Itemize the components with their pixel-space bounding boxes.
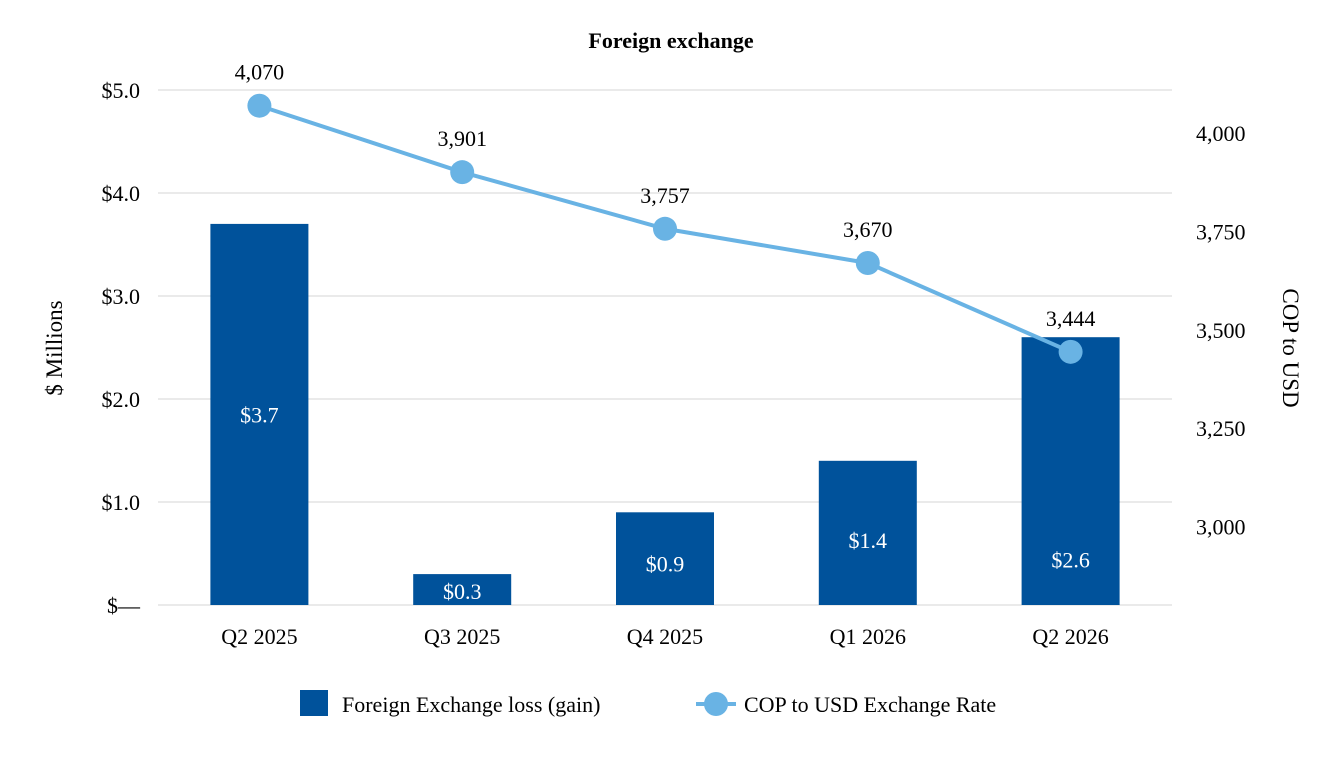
- legend-line-marker: [704, 692, 728, 716]
- right-axis-title: COP to USD: [1278, 288, 1303, 407]
- bar: [616, 512, 714, 605]
- right-tick-label: 3,250: [1196, 416, 1246, 441]
- x-tick-label: Q1 2026: [830, 624, 906, 649]
- gridlines: [158, 89, 1172, 606]
- bar-data-label: $2.6: [1051, 547, 1090, 572]
- chart-title: Foreign exchange: [588, 28, 753, 53]
- left-tick-label: $1.0: [102, 490, 141, 515]
- left-tick-label: $3.0: [102, 284, 141, 309]
- left-tick-label: $4.0: [102, 181, 141, 206]
- bar: [818, 460, 917, 605]
- left-tick-label: $5.0: [102, 78, 141, 103]
- exchange-rate-data-label: 3,901: [437, 126, 487, 151]
- bar-data-label: $1.4: [849, 528, 888, 553]
- exchange-rate-point: [450, 160, 475, 185]
- left-tick-label: $2.0: [102, 387, 141, 412]
- right-tick-label: 3,000: [1196, 514, 1246, 539]
- left-tick-label: $—: [107, 593, 141, 618]
- bar-data-label: $0.3: [443, 579, 482, 604]
- x-tick-label: Q2 2026: [1032, 624, 1108, 649]
- axes: $— $1.0 $2.0 $3.0 $4.0 $5.0 3,000 3,250 3,500 3,7…: [102, 78, 1246, 649]
- bar-series: $3.7 $0.3 $0.9 $1.4 $2.6: [210, 223, 1120, 605]
- bar: [210, 223, 309, 605]
- bar-data-label: $3.7: [240, 402, 279, 427]
- bar-data-label: $0.9: [646, 551, 685, 576]
- bar: [1021, 337, 1120, 605]
- exchange-rate-data-label: 4,070: [235, 60, 285, 85]
- exchange-rate-point: [653, 216, 677, 241]
- legend-bar-label: Foreign Exchange loss (gain): [342, 692, 600, 717]
- right-tick-label: 3,750: [1196, 220, 1246, 245]
- exchange-rate-point: [1058, 339, 1083, 364]
- legend-bar-swatch: [300, 690, 328, 716]
- exchange-rate-data-label: 3,757: [640, 183, 690, 208]
- exchange-rate-point: [247, 93, 272, 118]
- line-series: 4,070 3,901 3,757 3,670 3,444: [235, 60, 1096, 364]
- left-axis-title: $ Millions: [42, 300, 67, 395]
- legend: Foreign Exchange loss (gain) COP to USD E…: [300, 690, 996, 717]
- exchange-rate-data-label: 3,670: [843, 217, 893, 242]
- exchange-rate-data-label: 3,444: [1046, 306, 1096, 331]
- x-tick-label: Q4 2025: [627, 624, 703, 649]
- right-tick-label: 3,500: [1196, 318, 1246, 343]
- right-tick-label: 4,000: [1196, 121, 1246, 146]
- bar: [413, 574, 512, 605]
- exchange-rate-point: [855, 250, 880, 275]
- x-tick-label: Q3 2025: [424, 624, 500, 649]
- x-tick-label: Q2 2025: [221, 624, 297, 649]
- legend-line-label: COP to USD Exchange Rate: [744, 692, 996, 717]
